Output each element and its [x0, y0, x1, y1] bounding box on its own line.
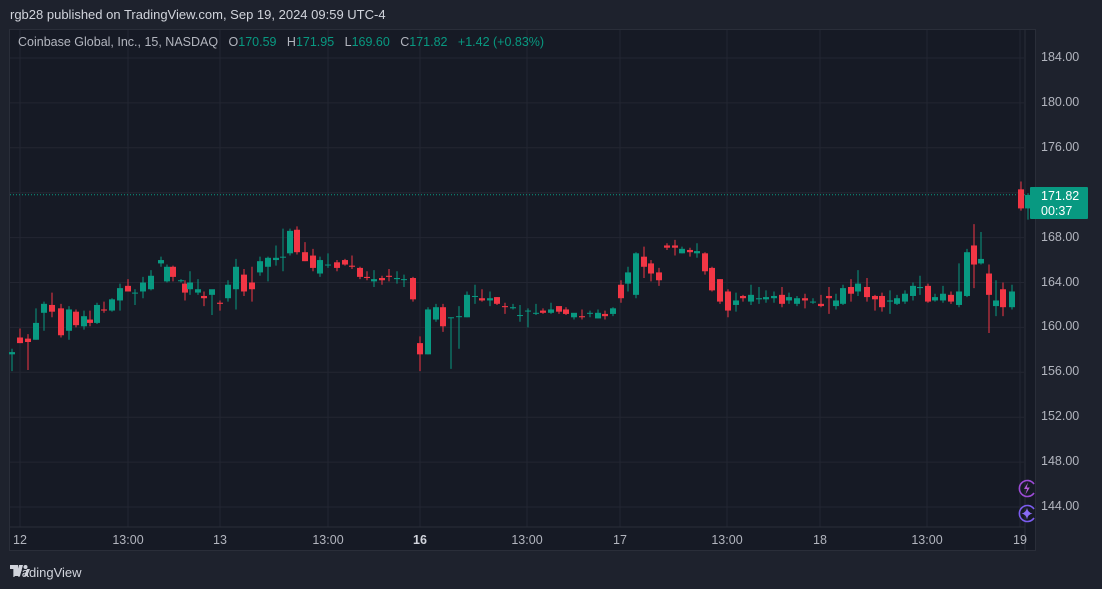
- time-tick: 13:00: [711, 533, 743, 547]
- time-tick: 18: [813, 533, 827, 547]
- bar-countdown: 00:37: [1041, 204, 1073, 218]
- footer-brand[interactable]: TradingView: [10, 565, 82, 580]
- last-price-badge: 171.82 00:37: [1030, 187, 1088, 219]
- tradingview-logo-icon: [10, 565, 30, 576]
- price-tick: 148.00: [1041, 454, 1080, 469]
- open-value: 170.59: [238, 35, 277, 49]
- high-label: H: [286, 35, 296, 49]
- price-tick: 168.00: [1041, 229, 1080, 244]
- time-tick: 13:00: [312, 533, 344, 547]
- high-value: 171.95: [295, 35, 335, 49]
- price-tick: 160.00: [1041, 319, 1080, 334]
- low-value: 169.60: [351, 35, 390, 49]
- time-tick: 13:00: [112, 533, 144, 547]
- lightning-icon[interactable]: [1017, 479, 1036, 498]
- price-tick: 156.00: [1041, 364, 1080, 379]
- price-tick: 184.00: [1041, 50, 1080, 64]
- price-tick: 164.00: [1041, 274, 1080, 289]
- brand-name: TradingView: [10, 565, 82, 580]
- symbol-name: Coinbase Global, Inc., 15, NASDAQ: [18, 35, 219, 49]
- time-tick: 17: [613, 533, 627, 547]
- last-price: 171.82: [1041, 189, 1080, 203]
- close-value: 171.82: [409, 35, 448, 49]
- time-tick: 13:00: [911, 533, 943, 547]
- close-label: C: [400, 35, 410, 49]
- time-tick: 13: [213, 533, 227, 547]
- publish-line: rgb28 published on TradingView.com, Sep …: [10, 7, 386, 22]
- time-tick: 16: [413, 533, 427, 547]
- time-tick: 12: [13, 533, 27, 547]
- change-value: +1.42 (+0.83%): [457, 35, 545, 49]
- price-tick: 144.00: [1041, 499, 1080, 513]
- sparkle-icon[interactable]: [1017, 504, 1036, 523]
- open-label: O: [228, 35, 239, 49]
- symbol-legend: Coinbase Global, Inc., 15, NASDAQ O170.5…: [18, 35, 544, 49]
- price-tick: 152.00: [1041, 409, 1080, 424]
- time-tick: 19: [1013, 533, 1027, 547]
- time-tick: 13:00: [511, 533, 543, 547]
- price-tick: 176.00: [1041, 139, 1080, 154]
- price-tick: 180.00: [1041, 94, 1080, 109]
- low-label: L: [344, 35, 352, 49]
